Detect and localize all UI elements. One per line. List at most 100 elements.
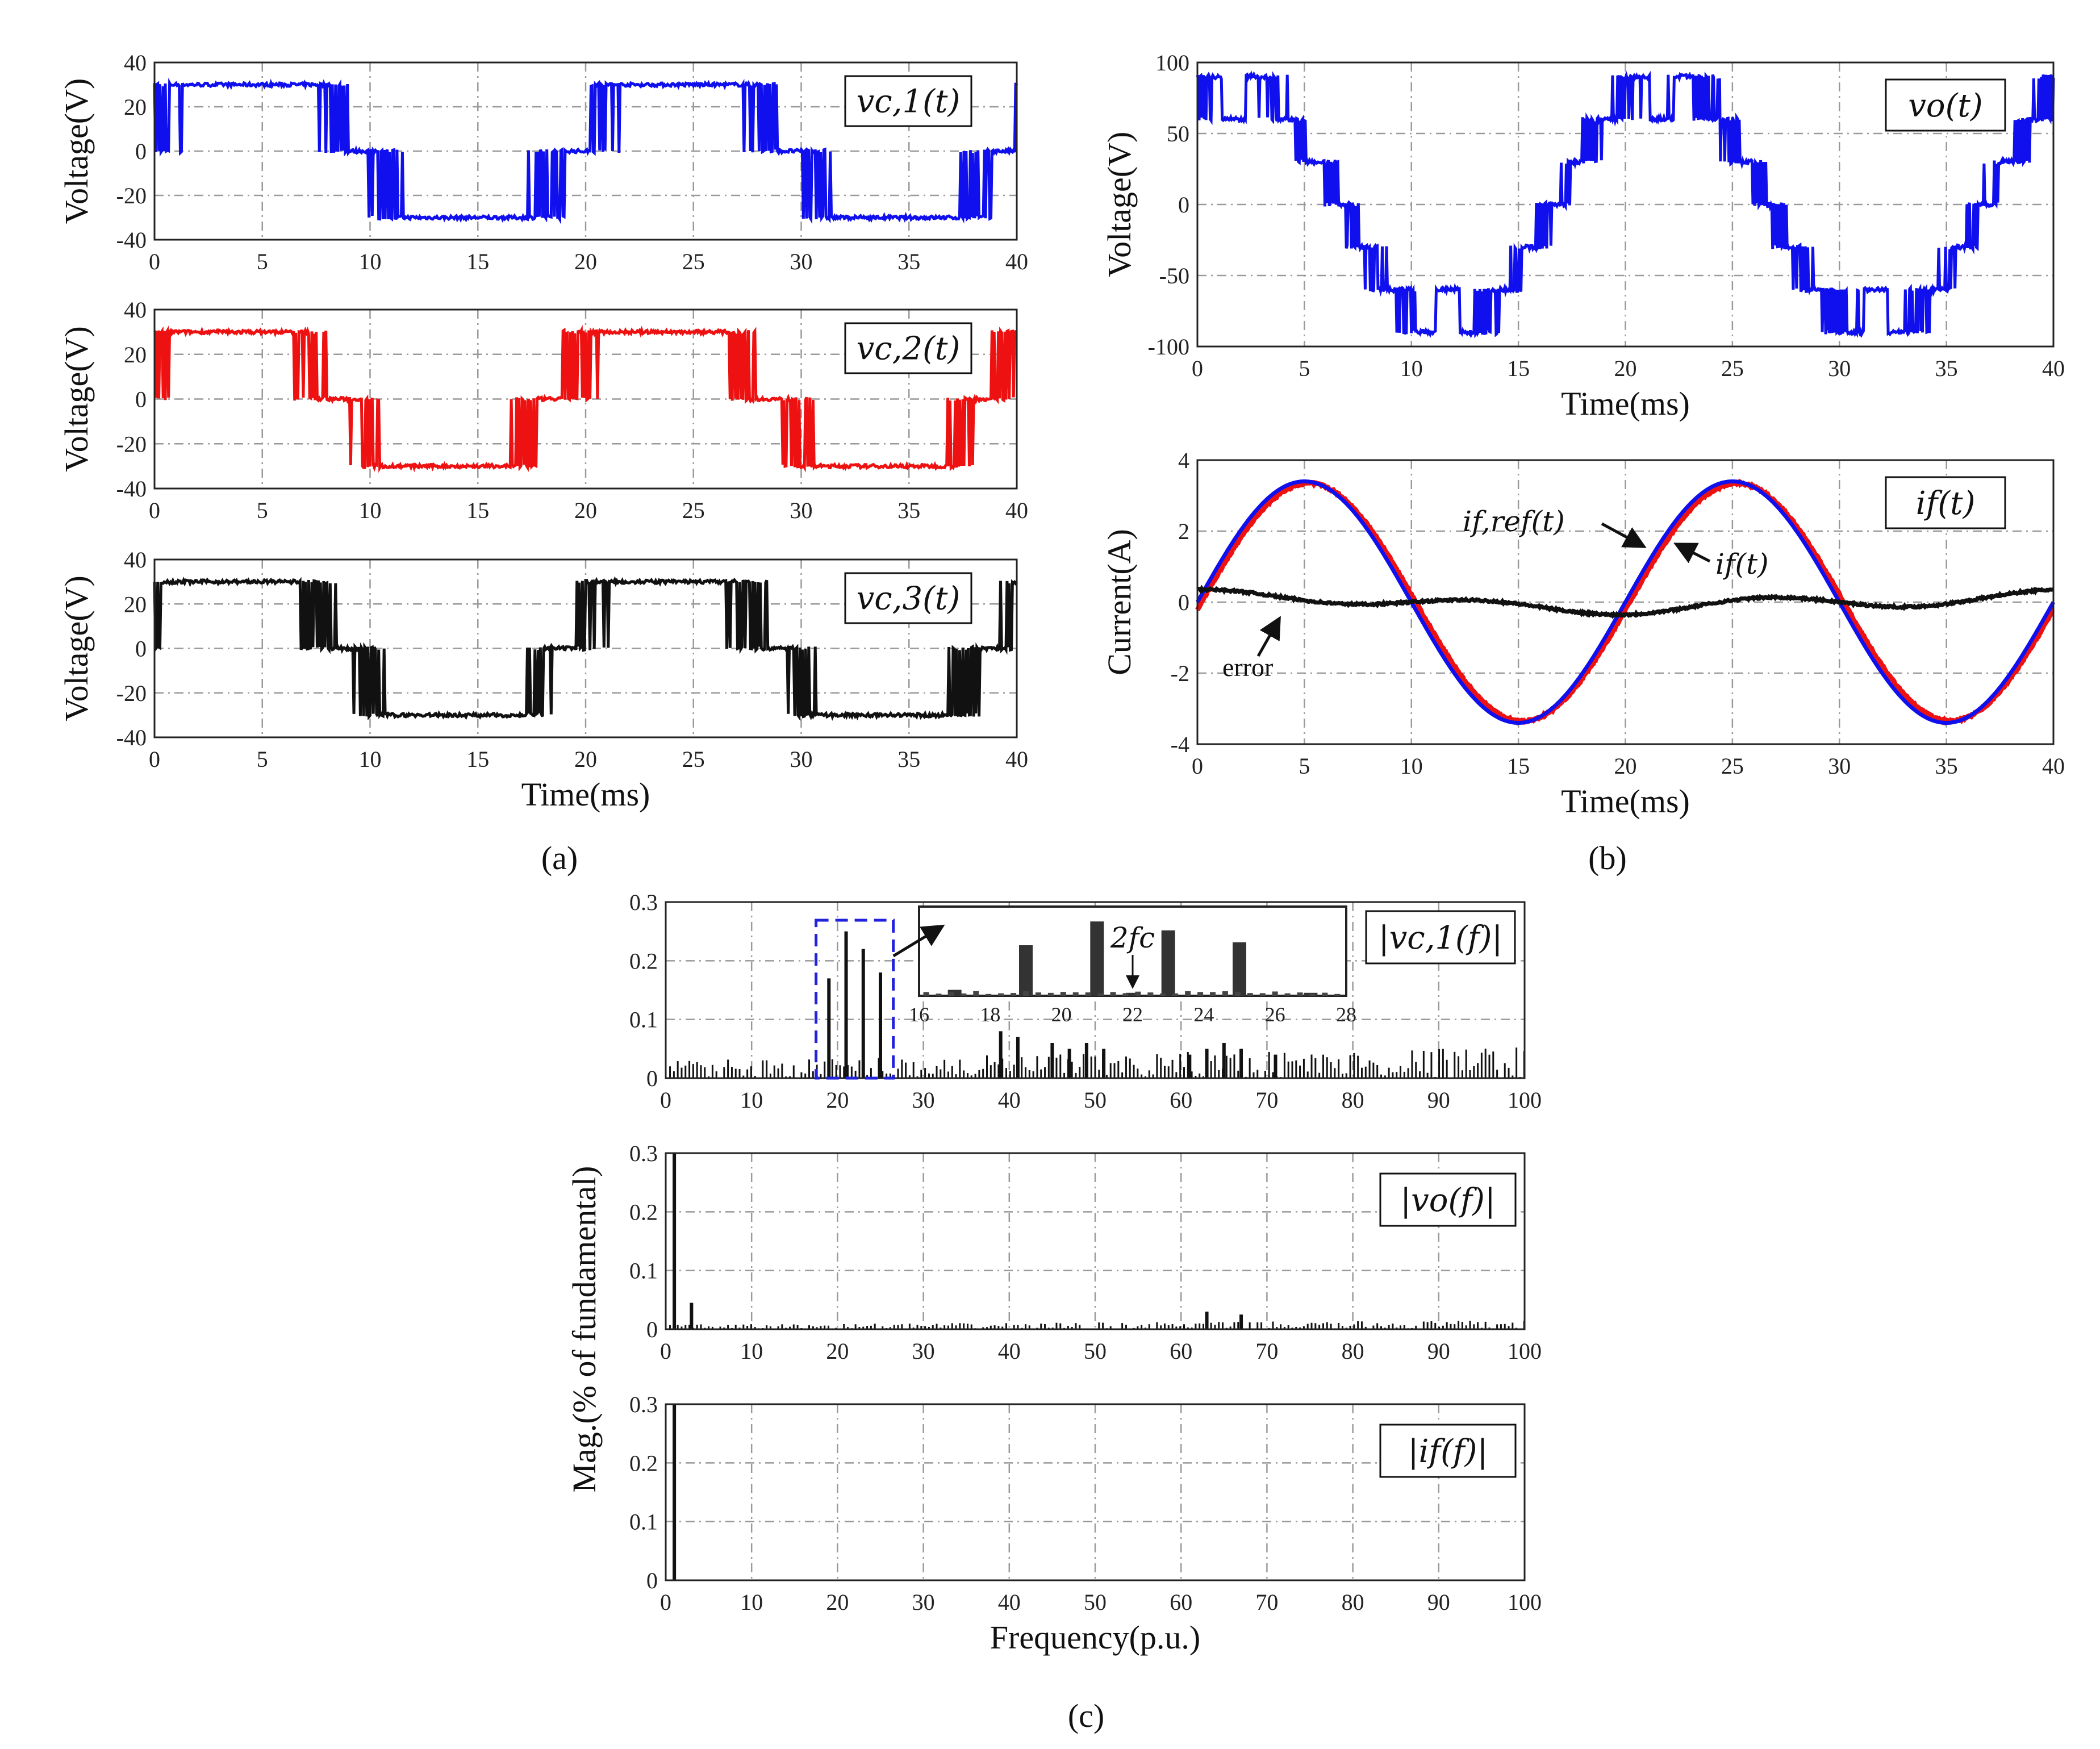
inset-noise-bar <box>948 992 954 996</box>
vc2-xtick-label: 15 <box>466 498 489 523</box>
fvc1-ytick-label: 0 <box>646 1066 658 1091</box>
vc1-xtick-label: 25 <box>682 249 705 274</box>
fif-xtick-label: 70 <box>1255 1589 1278 1615</box>
fif-legend-label: |if(f)| <box>1408 1433 1488 1470</box>
fif-ytick-label: 0 <box>646 1568 658 1593</box>
fif-xtick-label: 10 <box>740 1589 763 1615</box>
fvo-ytick-label: 0.3 <box>629 1141 658 1166</box>
inset-noise-bar <box>1210 992 1216 996</box>
vo-ytick-label: 100 <box>1155 50 1189 76</box>
vc1-legend-box <box>844 75 972 127</box>
vo-xtick-label: 25 <box>1721 356 1744 381</box>
vc2-legend-label: vc,2(t) <box>857 330 961 367</box>
fif-ytick-label: 0.3 <box>629 1392 658 1417</box>
vc3-ytick-label: 40 <box>124 547 147 573</box>
vo-xtick-label: 5 <box>1299 356 1310 381</box>
fvc1-ytick-label: 0.1 <box>629 1007 658 1033</box>
zoom-region-box <box>815 919 895 1080</box>
vc3-ytick-label: 20 <box>124 591 147 617</box>
vc3-ytick-label: 0 <box>135 636 147 662</box>
inset-noise-bar <box>1334 994 1341 996</box>
vo-ytick-label: 0 <box>1178 192 1189 218</box>
fif-xtick-label: 20 <box>826 1589 849 1615</box>
fvo-xtick-label: 20 <box>826 1338 849 1364</box>
if-reference-line <box>1195 479 2056 725</box>
vc1-xtick-label: 20 <box>574 249 597 274</box>
vc1-ytick-label: 40 <box>124 50 147 76</box>
fvc1-xtick-label: 0 <box>660 1087 671 1113</box>
fvo-xtick-label: 60 <box>1170 1338 1192 1364</box>
fvc1-xtick-label: 80 <box>1342 1087 1364 1113</box>
inset-noise-bar <box>1072 992 1079 996</box>
vc1-xtick-label: 35 <box>897 249 920 274</box>
fvo-legend-box <box>1379 1172 1517 1227</box>
inset-noise-bar <box>1322 992 1328 996</box>
inset-noise-bar <box>1110 992 1116 996</box>
inset-bar <box>1161 930 1175 996</box>
vc3-xtick-label: 35 <box>897 746 920 772</box>
vc3-xlabel: Time(ms) <box>521 776 650 813</box>
fvc1-xtick-label: 90 <box>1427 1087 1450 1113</box>
if-xlabel: Time(ms) <box>1561 783 1690 820</box>
fvo-legend-label: |vo(f)| <box>1400 1182 1496 1219</box>
fvc1-legend-box <box>1365 910 1516 965</box>
fvc1-xtick-label: 40 <box>998 1087 1021 1113</box>
inset-noise-bar <box>1035 992 1041 996</box>
vc3-frame <box>153 558 1018 738</box>
fif-ytick-label: 0.2 <box>629 1450 658 1476</box>
fvc1-xtick-label: 60 <box>1170 1087 1192 1113</box>
frame-layer <box>153 61 2055 1581</box>
if-xtick-label: 40 <box>2042 753 2065 779</box>
fif-xtick-label: 80 <box>1342 1589 1364 1615</box>
fif-legend-box <box>1379 1424 1517 1478</box>
vo-frame <box>1196 61 2055 348</box>
fvo-ytick-label: 0.2 <box>629 1199 658 1225</box>
vc1-ylabel: Voltage(V) <box>58 78 95 224</box>
vc2-xtick-label: 35 <box>897 498 920 523</box>
inset-noise-bar <box>1023 991 1029 996</box>
vc3-xtick-label: 20 <box>574 746 597 772</box>
inset-noise-bar <box>1060 992 1066 996</box>
if-ref-annotation: if,ref(t) <box>1463 505 1565 538</box>
vo-xlabel: Time(ms) <box>1561 385 1690 422</box>
if-frame <box>1196 459 2055 745</box>
error-annotation: error <box>1222 653 1273 682</box>
zoom-arrow <box>892 924 945 958</box>
fvo-xtick-label: 0 <box>660 1338 671 1364</box>
if-legend-label: if(t) <box>1916 485 1976 522</box>
inset-noise-bar <box>1297 992 1303 996</box>
fif-xtick-label: 100 <box>1508 1589 1542 1615</box>
if-xtick-label: 30 <box>1828 753 1851 779</box>
inset-noise-bar <box>1185 991 1191 996</box>
vc1-xtick-label: 15 <box>466 249 489 274</box>
spectrum-ylabel: Mag.(% of fundamental) <box>566 1166 603 1493</box>
fif-xtick-label: 30 <box>912 1589 935 1615</box>
subfigure-label-a: (a) <box>541 840 578 876</box>
vo-xtick-label: 0 <box>1192 356 1203 381</box>
inset-noise-bar <box>1135 991 1141 996</box>
vc1-ytick-label: 0 <box>135 139 147 164</box>
vc2-ytick-label: 20 <box>124 342 147 368</box>
inset-xtick-label: 22 <box>1122 1003 1143 1026</box>
vc2-frame <box>153 308 1018 490</box>
inset-noise-bar <box>1197 992 1204 996</box>
inset-noise-bar <box>1147 992 1154 996</box>
vc2-ytick-label: -20 <box>116 431 147 457</box>
fvo-xtick-label: 70 <box>1255 1338 1278 1364</box>
if-xtick-label: 20 <box>1614 753 1637 779</box>
vc2-legend-box <box>844 322 972 374</box>
vc2-xtick-label: 20 <box>574 498 597 523</box>
inset-xtick-label: 16 <box>909 1003 929 1026</box>
fif-xtick-label: 0 <box>660 1589 671 1615</box>
vc3-xtick-label: 0 <box>149 746 160 772</box>
fvo-frame <box>665 1152 1526 1330</box>
vc3-legend-box <box>844 572 972 624</box>
fvo-xtick-label: 30 <box>912 1338 935 1364</box>
inset-noise-bar <box>1122 993 1129 996</box>
if-xtick-label: 5 <box>1299 753 1310 779</box>
inset-noise-bar <box>1284 993 1291 996</box>
vc2-xtick-label: 0 <box>149 498 160 523</box>
vo-ylabel: Voltage(V) <box>1101 132 1138 278</box>
